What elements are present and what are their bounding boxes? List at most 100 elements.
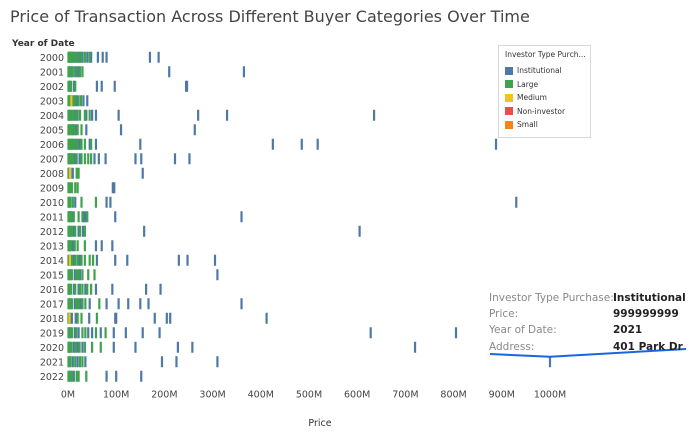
mark-large xyxy=(88,51,91,63)
mark-institutional xyxy=(72,80,75,92)
mark-large xyxy=(90,138,93,150)
mark-institutional xyxy=(96,51,99,63)
legend-item-medium[interactable]: Medium xyxy=(499,91,590,105)
mark-institutional xyxy=(126,254,129,266)
mark-large xyxy=(80,312,83,324)
mark-large xyxy=(98,298,101,310)
mark-institutional xyxy=(82,95,85,107)
legend-swatch xyxy=(505,80,513,89)
mark-institutional xyxy=(72,283,75,295)
mark-large xyxy=(69,298,72,310)
mark-large xyxy=(70,109,73,121)
legend-title: Investor Type Purch... xyxy=(505,50,586,59)
mark-large xyxy=(74,254,77,266)
mark-large xyxy=(69,153,72,165)
mark-institutional xyxy=(73,153,76,165)
legend-item-large[interactable]: Large xyxy=(499,78,590,92)
mark-large xyxy=(70,124,73,136)
y-tick-label: 2019 xyxy=(40,328,64,339)
mark-large xyxy=(86,211,89,223)
tooltip-key: Price: xyxy=(489,308,519,321)
mark-institutional xyxy=(115,312,118,324)
mark-institutional xyxy=(111,182,114,194)
y-tick-label: 2007 xyxy=(40,154,64,165)
legend-item-non-investor[interactable]: Non-investor xyxy=(499,105,590,119)
tooltip-pointer xyxy=(489,348,687,358)
mark-institutional xyxy=(78,138,81,150)
mark-large xyxy=(74,225,77,237)
mark-institutional xyxy=(109,196,112,208)
legend-label: Non-investor xyxy=(517,106,566,116)
mark-institutional xyxy=(139,138,142,150)
mark-institutional xyxy=(93,153,96,165)
mark-large xyxy=(81,327,84,339)
mark-large xyxy=(79,95,83,107)
mark-institutional xyxy=(213,254,217,266)
mark-large xyxy=(67,153,70,165)
mark-institutional xyxy=(169,312,172,324)
mark-large xyxy=(72,138,75,150)
mark-institutional xyxy=(168,66,171,78)
mark-large xyxy=(75,298,78,310)
mark-large xyxy=(104,327,107,339)
x-tick-label: 200M xyxy=(151,390,177,401)
mark-institutional xyxy=(114,254,117,266)
legend[interactable]: Investor Type Purch... Institutional Larg… xyxy=(498,45,591,138)
mark-institutional xyxy=(113,80,116,92)
mark-large xyxy=(70,254,73,266)
x-axis-title: Price xyxy=(308,418,331,429)
mark-institutional xyxy=(216,269,219,281)
mark-institutional xyxy=(72,341,75,353)
mark-institutional xyxy=(73,327,76,339)
y-tick-label: 2008 xyxy=(40,169,64,180)
mark-institutional xyxy=(82,211,86,223)
mark-large xyxy=(78,109,82,121)
mark-institutional xyxy=(265,312,268,324)
mark-institutional xyxy=(173,153,177,165)
mark-large xyxy=(94,196,98,208)
mark-institutional xyxy=(95,80,99,92)
mark-institutional xyxy=(124,327,127,339)
legend-label: Medium xyxy=(517,93,547,103)
mark-institutional xyxy=(88,138,91,150)
legend-item-institutional[interactable]: Institutional xyxy=(499,64,590,78)
x-tick-label: 300M xyxy=(199,390,225,401)
mark-institutional xyxy=(71,240,74,252)
mark-institutional xyxy=(76,356,79,368)
mark-institutional xyxy=(358,225,361,237)
mark-institutional xyxy=(160,356,164,368)
mark-large xyxy=(67,254,70,266)
x-tick-label: 1000M xyxy=(534,390,566,401)
mark-large xyxy=(86,283,89,295)
y-tick-label: 2016 xyxy=(40,285,64,296)
mark-large xyxy=(68,138,72,150)
legend-item-small[interactable]: Small xyxy=(499,118,590,132)
mark-institutional xyxy=(105,51,108,63)
mark-large xyxy=(69,80,72,92)
mark-large xyxy=(99,341,102,353)
mark-large xyxy=(74,182,77,194)
mark-large xyxy=(77,51,80,63)
mark-large xyxy=(71,153,74,165)
mark-large xyxy=(83,153,86,165)
mark-large xyxy=(81,66,84,78)
mark-institutional xyxy=(141,327,144,339)
y-tick-label: 2002 xyxy=(40,82,64,93)
mark-institutional xyxy=(78,254,81,266)
mark-large xyxy=(74,341,77,353)
mark-institutional xyxy=(300,138,303,150)
mark-institutional xyxy=(88,312,91,324)
x-tick-label: 900M xyxy=(489,390,515,401)
y-tick-label: 2006 xyxy=(40,140,64,151)
x-tick-label: 800M xyxy=(440,390,466,401)
mark-institutional xyxy=(134,153,137,165)
mark-large xyxy=(70,269,73,281)
mark-large xyxy=(95,312,99,324)
mark-large xyxy=(69,51,72,63)
mark-institutional xyxy=(76,341,79,353)
mark-large xyxy=(88,109,91,121)
mark-institutional xyxy=(139,298,142,310)
mark-large xyxy=(78,356,82,368)
mark-large xyxy=(70,225,73,237)
mark-large xyxy=(69,269,72,281)
